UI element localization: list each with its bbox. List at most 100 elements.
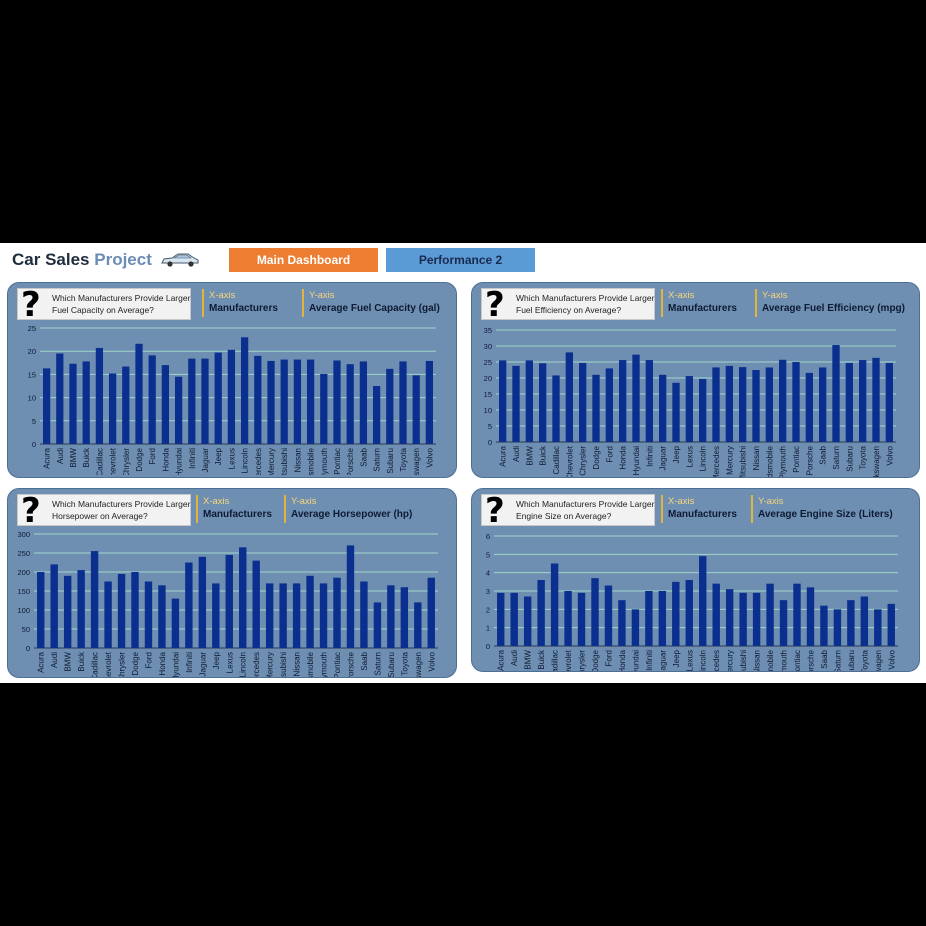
bar-saturn bbox=[832, 345, 839, 442]
x-tick-label: Hyundai bbox=[171, 652, 180, 677]
bar-jaguar bbox=[659, 591, 666, 646]
bar-toyota bbox=[401, 587, 408, 648]
bar-honda bbox=[158, 585, 165, 648]
x-tick-label: BMW bbox=[525, 446, 534, 466]
bar-buick bbox=[77, 570, 84, 648]
bar-infiniti bbox=[188, 359, 195, 444]
bar-lexus bbox=[228, 350, 235, 444]
bar-acura bbox=[499, 360, 506, 442]
x-tick-label: Acura bbox=[43, 447, 52, 468]
x-tick-label: Oldsmobile bbox=[306, 651, 315, 677]
bar-dodge bbox=[592, 375, 599, 442]
x-tick-label: Oldsmobile bbox=[765, 445, 774, 477]
bar-nissan bbox=[753, 593, 760, 646]
question-box: ? Which Manufacturers Provide Larger Eng… bbox=[481, 494, 655, 526]
x-tick-label: Acura bbox=[37, 651, 46, 672]
bar-saab bbox=[360, 361, 367, 444]
bar-audi bbox=[56, 354, 63, 444]
bar-cadillac bbox=[91, 551, 98, 648]
question-box: ? Which Manufacturers Provide Larger Hor… bbox=[17, 494, 191, 526]
x-tick-label: Volvo bbox=[885, 445, 894, 465]
bar-chrysler bbox=[118, 574, 125, 648]
x-tick-label: Lincoln bbox=[241, 448, 250, 473]
horsepower-chart: 0 50 100 150 200 250 300 Acura Audi BMW Buick Cadil… bbox=[8, 531, 458, 677]
bar-pontiac bbox=[792, 362, 799, 442]
x-tick-label: Buick bbox=[77, 651, 86, 672]
bar-audi bbox=[512, 366, 519, 442]
bar-subaru bbox=[847, 600, 854, 646]
car-icon bbox=[160, 252, 200, 268]
x-tick-label: Plymouth bbox=[320, 448, 329, 475]
bar-saab bbox=[820, 606, 827, 646]
x-tick-label: Ford bbox=[144, 652, 153, 668]
bar-buick bbox=[537, 580, 544, 646]
x-tick-label: Mitsubishi bbox=[739, 446, 748, 477]
x-axis-tag: X-axis bbox=[668, 495, 737, 508]
x-tick-label: Porsche bbox=[806, 649, 815, 671]
x-tick-label: Lincoln bbox=[699, 650, 708, 671]
bar-acura bbox=[497, 593, 504, 646]
x-tick-label: Nissan bbox=[752, 446, 761, 470]
bar-buick bbox=[83, 361, 90, 444]
x-axis-tag: X-axis bbox=[203, 495, 272, 508]
bar-bmw bbox=[64, 576, 71, 648]
bar-volvo bbox=[886, 363, 893, 442]
app-title-main: Car Sales bbox=[12, 250, 90, 269]
x-tick-label: Ford bbox=[605, 446, 614, 462]
x-tick-label: Volkswagen bbox=[874, 650, 883, 671]
x-tick-label: Volkswagen bbox=[412, 448, 421, 475]
x-tick-label: Saab bbox=[819, 445, 828, 464]
y-tick-label: 250 bbox=[17, 549, 30, 558]
question-box: ? Which Manufacturers Provide Larger Fue… bbox=[17, 288, 191, 320]
x-tick-label: Chevrolet bbox=[564, 649, 573, 671]
x-tick-label: Plymouth bbox=[780, 650, 789, 671]
bar-infiniti bbox=[185, 563, 192, 649]
y-tick-label: 3 bbox=[486, 587, 490, 596]
bar-chevrolet bbox=[109, 373, 116, 444]
x-tick-label: Jaguar bbox=[658, 650, 667, 671]
bar-mitsubishi bbox=[281, 360, 288, 444]
x-tick-label: Saturn bbox=[832, 446, 841, 470]
main-dashboard-button[interactable]: Main Dashboard bbox=[229, 248, 378, 272]
x-tick-label: Chevrolet bbox=[104, 651, 113, 677]
performance-2-button[interactable]: Performance 2 bbox=[386, 248, 535, 272]
x-tick-label: Hyundai bbox=[631, 650, 640, 671]
bar-mercedes bbox=[712, 584, 719, 646]
x-tick-label: Toyota bbox=[859, 445, 868, 469]
x-tick-label: BMW bbox=[524, 650, 533, 670]
bar-saturn bbox=[374, 602, 381, 648]
x-tick-label: Mercury bbox=[267, 448, 276, 475]
x-tick-label: Mercedes bbox=[252, 652, 261, 677]
bar-saab bbox=[360, 582, 367, 649]
bar-oldsmobile bbox=[306, 576, 313, 648]
x-tick-label: Mitsubishi bbox=[280, 448, 289, 475]
x-tick-label: Buick bbox=[537, 649, 546, 670]
x-tick-label: Saab bbox=[360, 651, 369, 670]
x-tick-label: Porsche bbox=[346, 651, 355, 677]
x-tick-label: Saab bbox=[359, 447, 368, 466]
y-tick-label: 0 bbox=[488, 438, 492, 447]
x-axis-title: Manufacturers bbox=[668, 508, 737, 522]
x-tick-label: Mercedes bbox=[712, 650, 721, 671]
bar-lexus bbox=[226, 555, 233, 648]
bar-lincoln bbox=[699, 379, 706, 442]
question-mark-icon: ? bbox=[485, 491, 505, 531]
bar-lexus bbox=[686, 580, 693, 646]
x-tick-label: Jeep bbox=[672, 649, 681, 667]
x-tick-label: Hyundai bbox=[632, 446, 641, 476]
x-axis-legend: X-axis Manufacturers bbox=[196, 495, 272, 523]
bar-lincoln bbox=[699, 556, 706, 646]
x-axis-legend: X-axis Manufacturers bbox=[661, 495, 737, 523]
x-tick-label: Oldsmobile bbox=[766, 649, 775, 671]
x-tick-label: Mercury bbox=[266, 652, 275, 677]
bar-chevrolet bbox=[566, 352, 573, 442]
y-tick-label: 0 bbox=[32, 440, 36, 449]
x-tick-label: Jaguar bbox=[198, 652, 207, 677]
y-tick-label: 0 bbox=[26, 644, 30, 653]
x-tick-label: Chrysler bbox=[578, 650, 587, 671]
x-tick-label: Pontiac bbox=[333, 448, 342, 475]
x-tick-label: Chrysler bbox=[118, 652, 127, 677]
bar-jeep bbox=[212, 583, 219, 648]
y-tick-label: 50 bbox=[22, 625, 30, 634]
panel-horsepower: ? Which Manufacturers Provide Larger Hor… bbox=[7, 488, 457, 678]
